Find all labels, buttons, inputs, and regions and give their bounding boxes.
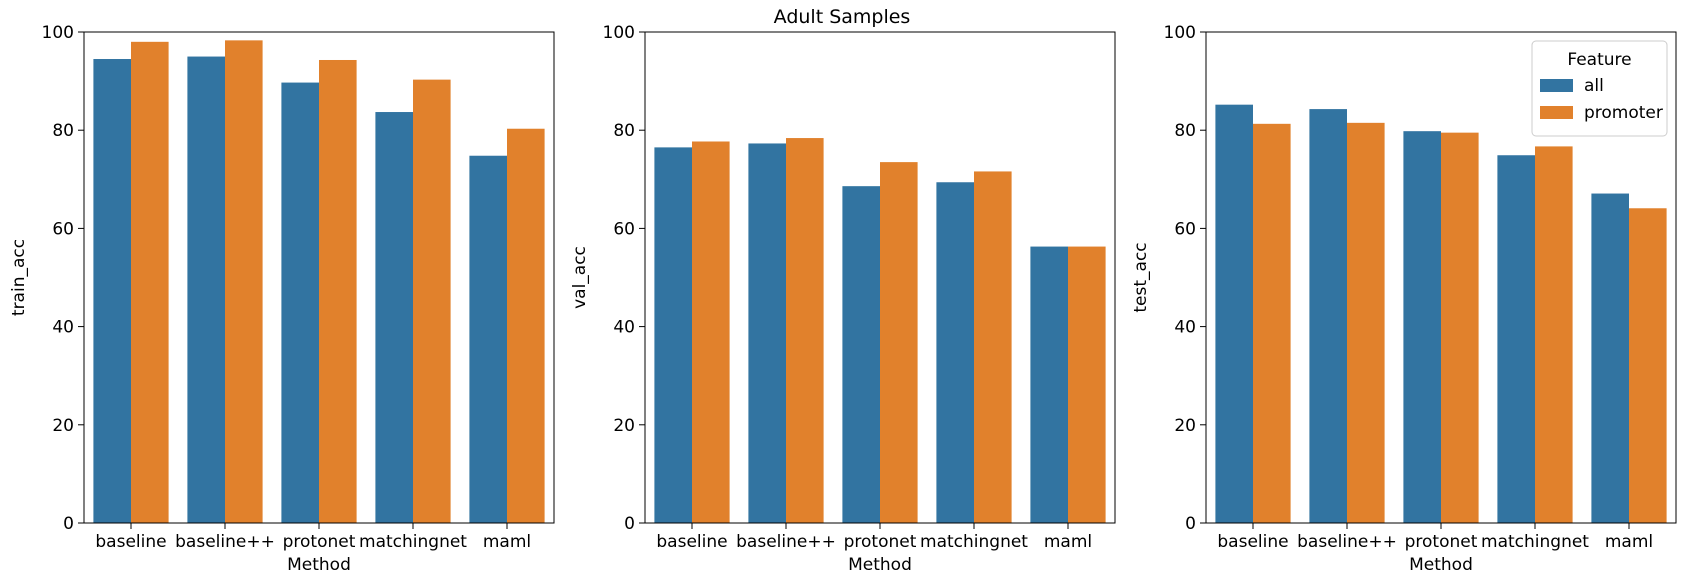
- y-tick-label: 80: [52, 121, 74, 141]
- y-axis-label: train_acc: [9, 239, 29, 316]
- y-tick-label: 0: [624, 514, 635, 534]
- bar-all-baseline: [93, 59, 131, 523]
- x-tick-label: baseline++: [175, 532, 275, 552]
- x-tick-label: baseline++: [736, 532, 836, 552]
- y-tick-label: 40: [613, 318, 635, 338]
- bar-promoter-baseline: [131, 41, 169, 523]
- x-tick-label: protonet: [844, 532, 917, 552]
- bar-promoter-protonet: [880, 162, 918, 523]
- x-tick-label: protonet: [283, 532, 356, 552]
- x-tick-label: baseline: [1217, 532, 1288, 552]
- bar-promoter-baseline++: [225, 40, 263, 523]
- x-axis-label: Method: [1409, 555, 1473, 575]
- bar-all-protonet: [842, 186, 880, 524]
- x-tick-label: matchingnet: [359, 532, 467, 552]
- bar-all-maml: [1030, 246, 1068, 523]
- bar-promoter-baseline++: [1347, 122, 1385, 523]
- figure-title: Adult Samples: [773, 6, 911, 28]
- bar-promoter-matchingnet: [1535, 146, 1573, 523]
- legend-title: Feature: [1567, 50, 1631, 70]
- bar-all-maml: [469, 155, 507, 524]
- bar-all-baseline++: [187, 56, 225, 524]
- x-tick-label: matchingnet: [1481, 532, 1589, 552]
- x-axis-label: Method: [848, 555, 912, 575]
- bar-all-protonet: [1403, 131, 1441, 523]
- bar-promoter-baseline: [692, 141, 730, 524]
- bar-promoter-matchingnet: [974, 171, 1012, 523]
- y-tick-label: 20: [613, 416, 635, 436]
- y-tick-label: 100: [603, 23, 635, 43]
- bar-promoter-maml: [1068, 246, 1106, 523]
- x-tick-label: maml: [1044, 532, 1092, 552]
- y-tick-label: 100: [1164, 23, 1196, 43]
- bar-all-maml: [1591, 193, 1629, 524]
- y-tick-label: 20: [52, 416, 74, 436]
- bar-promoter-maml: [507, 128, 545, 524]
- y-tick-label: 20: [1174, 416, 1196, 436]
- y-tick-label: 60: [613, 219, 635, 239]
- legend-swatch-all: [1540, 79, 1573, 92]
- y-tick-label: 60: [1174, 219, 1196, 239]
- bar-all-matchingnet: [375, 112, 413, 523]
- x-tick-label: baseline: [656, 532, 727, 552]
- bar-promoter-baseline++: [786, 138, 824, 523]
- legend-label-all: all: [1584, 76, 1604, 96]
- bar-promoter-protonet: [1441, 132, 1479, 523]
- bar-all-matchingnet: [1497, 155, 1535, 524]
- y-tick-label: 40: [1174, 318, 1196, 338]
- bar-all-protonet: [281, 82, 319, 523]
- y-axis-label: val_acc: [570, 246, 590, 309]
- x-tick-label: baseline: [95, 532, 166, 552]
- legend: Feature all promoter: [1531, 40, 1668, 137]
- bar-all-matchingnet: [936, 182, 974, 523]
- x-tick-label: protonet: [1405, 532, 1478, 552]
- y-tick-label: 0: [63, 514, 74, 534]
- bar-promoter-maml: [1629, 208, 1667, 523]
- bar-promoter-matchingnet: [413, 79, 451, 523]
- y-tick-label: 80: [1174, 121, 1196, 141]
- legend-label-promoter: promoter: [1584, 103, 1663, 123]
- x-tick-label: maml: [1605, 532, 1653, 552]
- bar-all-baseline++: [748, 143, 786, 523]
- y-axis-label: test_acc: [1131, 242, 1151, 312]
- y-tick-label: 100: [42, 23, 74, 43]
- legend-swatch-promoter: [1540, 106, 1573, 119]
- y-tick-label: 0: [1185, 514, 1196, 534]
- x-tick-label: maml: [483, 532, 531, 552]
- x-axis-label: Method: [287, 555, 351, 575]
- bar-all-baseline: [1215, 104, 1253, 524]
- bar-all-baseline: [654, 147, 692, 523]
- bar-all-baseline++: [1309, 109, 1347, 523]
- y-tick-label: 80: [613, 121, 635, 141]
- y-tick-label: 60: [52, 219, 74, 239]
- bar-promoter-protonet: [319, 59, 357, 524]
- x-tick-label: matchingnet: [920, 532, 1028, 552]
- y-tick-label: 40: [52, 318, 74, 338]
- bar-promoter-baseline: [1253, 123, 1291, 523]
- x-tick-label: baseline++: [1297, 532, 1397, 552]
